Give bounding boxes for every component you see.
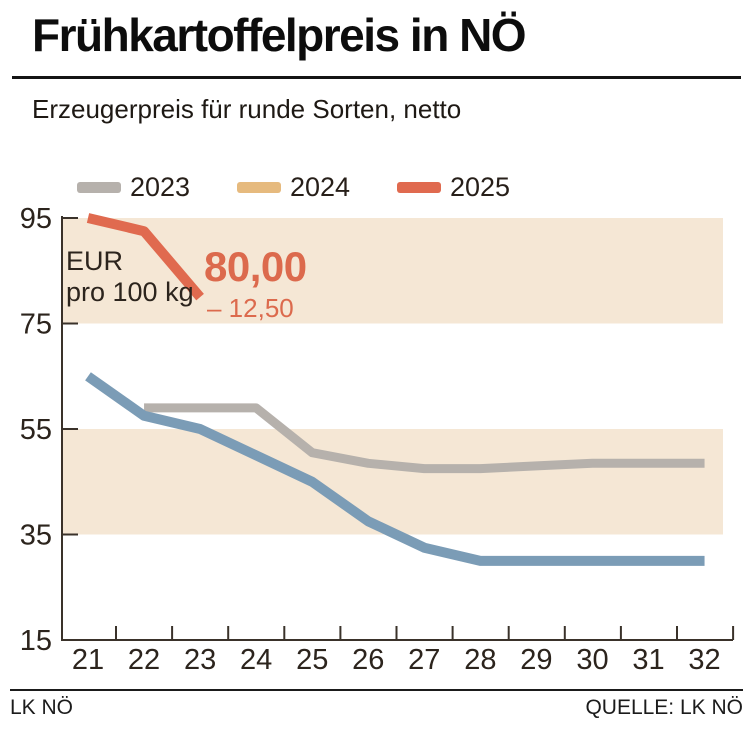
y-tick-label: 55: [20, 414, 52, 446]
x-tick-label: 28: [464, 644, 496, 676]
legend-swatch-2024: [237, 181, 281, 193]
y-tick-label: 75: [20, 309, 52, 341]
x-tick-label: 24: [240, 644, 272, 676]
unit-label-line2: pro 100 kg: [66, 277, 194, 307]
footer-rule: [10, 689, 743, 691]
footer-source-left: LK NÖ: [10, 696, 74, 719]
series-line-2023: [144, 403, 705, 474]
series-line-2025: [86, 213, 204, 301]
legend-label-2025: 2025: [450, 171, 511, 202]
price-annotation-value: 80,00: [204, 243, 307, 290]
x-tick-label: 31: [632, 644, 664, 676]
legend-label-2023: 2023: [130, 171, 191, 202]
x-tick-label: 27: [408, 644, 440, 676]
x-tick-label: 23: [184, 644, 216, 676]
page-title: Frühkartoffelpreis in NÖ: [32, 9, 527, 61]
y-tick-label: 35: [20, 520, 52, 552]
band-35-55: [63, 429, 723, 535]
price-line-chart: 15 35 55 75 95 21 22 23 24 25 26 27 28 29 30 31 32: [20, 203, 735, 676]
footer-source-right: QUELLE: LK NÖ: [585, 696, 743, 719]
unit-label-line1: EUR: [66, 246, 124, 276]
series-line-2024: [85, 372, 705, 566]
x-tick-label: 30: [576, 644, 608, 676]
x-tick-label: 29: [520, 644, 552, 676]
legend-item-2023: 2023: [77, 172, 190, 202]
price-annotation-change: – 12,50: [207, 293, 294, 323]
legend-swatch-2025: [397, 181, 441, 193]
x-tick-label: 21: [72, 644, 104, 676]
title-rule: [12, 76, 741, 79]
x-tick-label: 26: [352, 644, 384, 676]
page-subtitle: Erzeugerpreis für runde Sorten, netto: [32, 94, 462, 124]
unit-label: EUR pro 100 kg: [66, 246, 194, 308]
x-tick-label: 25: [296, 644, 328, 676]
x-tick-label: 22: [128, 644, 160, 676]
y-tick-label: 95: [20, 203, 52, 235]
legend-label-2024: 2024: [290, 171, 351, 202]
legend-swatch-2023: [77, 181, 121, 193]
y-tick-label: 15: [20, 625, 52, 657]
legend-item-2025: 2025: [397, 172, 510, 202]
x-tick-label: 32: [688, 644, 720, 676]
legend: 2023 2024 2025: [0, 172, 753, 202]
legend-item-2024: 2024: [237, 172, 350, 202]
